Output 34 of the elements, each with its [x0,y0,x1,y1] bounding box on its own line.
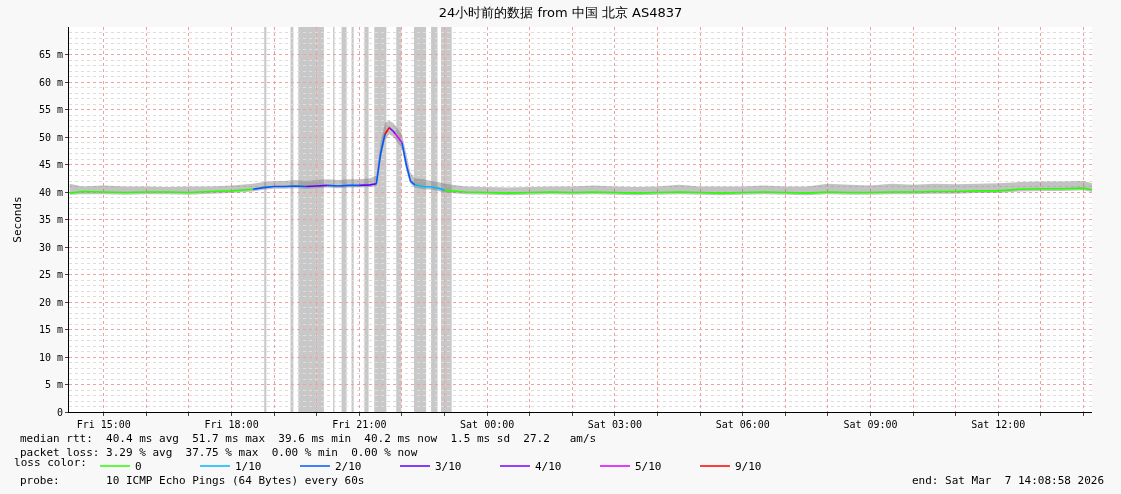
x-tick-label: Sat 12:00 [971,419,1026,430]
y-tick-label: 15 m [38,324,63,335]
legend-label: 5/10 [634,460,662,474]
x-tick-label: Fri 15:00 [76,419,131,430]
legend-label: 0 [134,460,142,474]
x-tick-label: Sat 06:00 [715,419,770,430]
y-tick-label: 65 m [38,49,63,60]
text: median rtt: 40.4 ms avg 51.7 ms max 39.6 ms min 40.2 ms now 1.5 ms sd 27.2 am/s [20,432,597,445]
y-tick-label: 20 m [38,296,63,308]
legend-label: 3/10 [434,460,462,474]
y-tick-label: 55 m [38,104,63,115]
text: probe: 10 ICMP Echo Pings (64 Bytes) every 60s [20,474,365,487]
y-tick-label: 40 m [38,186,63,198]
x-tick-label: Fri 18:00 [204,419,259,430]
y-tick-label: 25 m [38,269,63,280]
legend-label: 2/10 [334,460,362,474]
y-tick-label: 35 m [38,214,63,225]
legend-label: 9/10 [734,460,762,474]
text: end: Sat Mar 7 14:08:58 2026 [912,474,1105,487]
y-tick-label: 30 m [38,241,63,253]
legend-label: 1/10 [234,460,262,474]
x-tick-label: Fri 21:00 [332,419,387,430]
y-tick-label: 5 m [44,379,63,390]
y-tick-label: 10 m [38,351,63,363]
x-tick-label: Sat 00:00 [460,419,515,430]
y-tick-label: 60 m [38,76,63,88]
y-tick-label: 45 m [38,159,63,170]
chart-title: 24小时前的数据 from 中国 北京 AS4837 [438,5,683,21]
y-tick-label: 0 [56,406,63,418]
legend-label: 4/10 [534,460,562,474]
y-tick-label: 50 m [38,131,63,143]
x-tick-label: Sat 09:00 [843,419,898,430]
x-tick-label: Sat 03:00 [587,419,643,430]
y-axis-title: Seconds [10,196,24,243]
